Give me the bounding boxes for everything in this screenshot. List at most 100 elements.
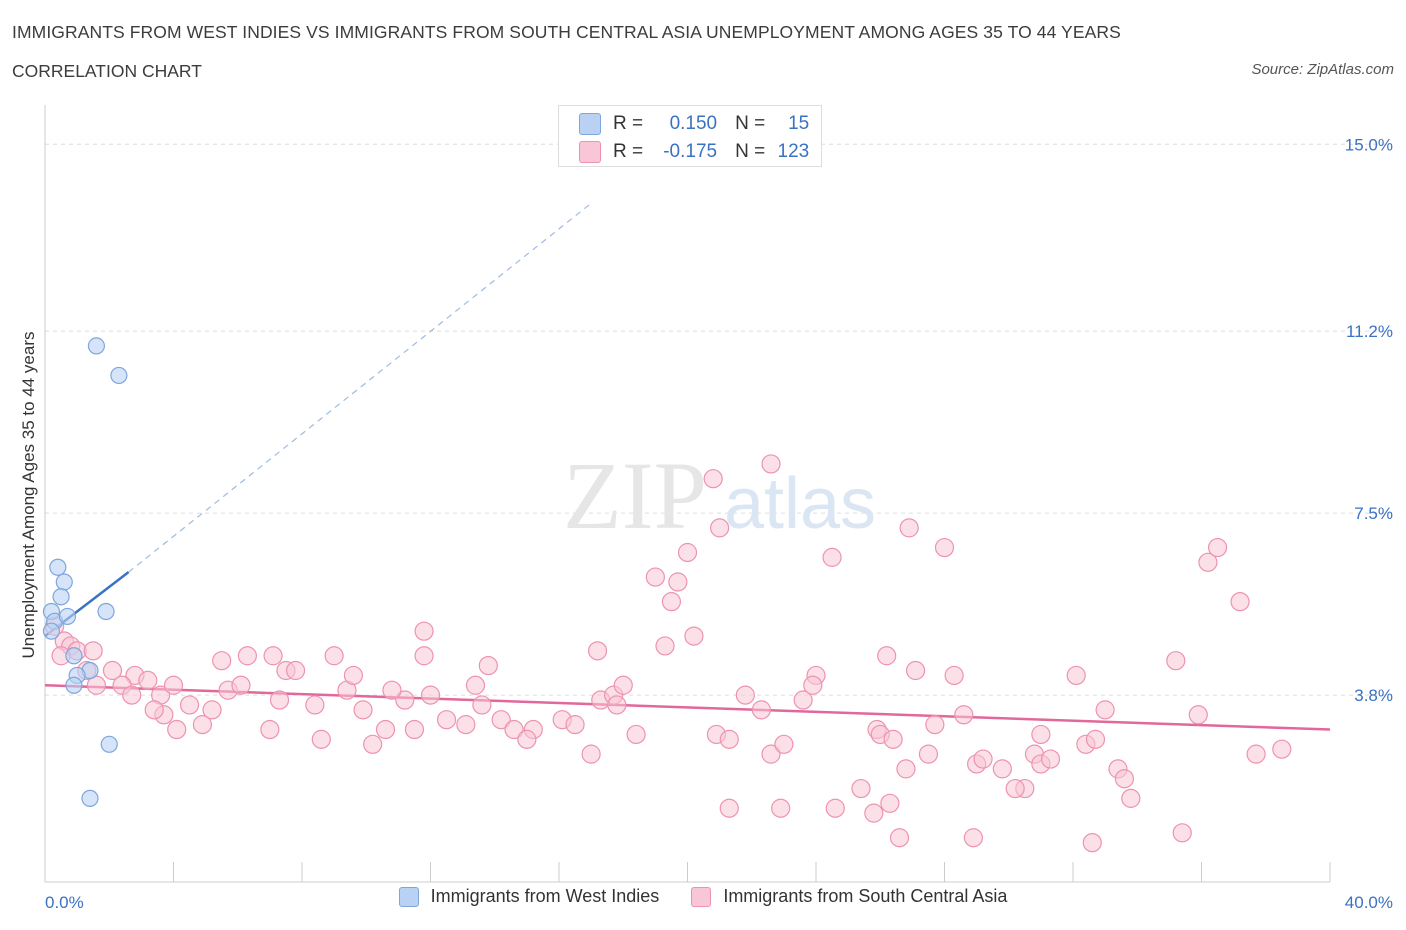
data-point-south-central-asia (963, 828, 984, 848)
data-point-south-central-asia (668, 572, 688, 592)
data-point-south-central-asia (655, 636, 675, 656)
data-point-south-central-asia (144, 700, 164, 720)
data-point-south-central-asia (905, 660, 926, 681)
data-point-south-central-asia (613, 675, 633, 695)
data-point-south-central-asia (1198, 552, 1218, 572)
trend-line-west-indies-extension (128, 202, 592, 573)
data-point-south-central-asia (1031, 724, 1051, 745)
data-point-south-central-asia (864, 803, 884, 823)
data-point-south-central-asia (260, 719, 280, 740)
data-point-south-central-asia (102, 660, 123, 681)
data-point-south-central-asia (263, 646, 283, 666)
data-point-south-central-asia (877, 646, 897, 666)
stats-r-label: R = (613, 113, 644, 134)
data-point-south-central-asia (202, 700, 222, 720)
data-point-south-central-asia (1246, 744, 1266, 764)
y-tick-label: 3.8% (1354, 686, 1393, 705)
y-tick-label: 7.5% (1354, 504, 1393, 523)
stats-n-value: 15 (788, 113, 810, 134)
data-point-west-indies (42, 622, 61, 640)
data-point-south-central-asia (793, 690, 813, 710)
data-point-south-central-asia (1166, 651, 1186, 671)
data-point-south-central-asia (1114, 769, 1135, 789)
y-axis-label: Unemployment Among Ages 35 to 44 years (19, 332, 38, 659)
data-point-south-central-asia (883, 729, 903, 749)
data-point-south-central-asia (918, 744, 939, 764)
data-point-south-central-asia (86, 675, 107, 695)
stats-row-west-indies: R = 0.150 N = 15 (579, 111, 809, 137)
data-point-south-central-asia (925, 715, 945, 735)
data-point-south-central-asia (677, 542, 698, 563)
legend-item-south-central-asia: Immigrants from South Central Asia (691, 886, 1007, 907)
data-point-south-central-asia (1272, 739, 1292, 759)
data-point-south-central-asia (825, 798, 845, 818)
data-point-south-central-asia (414, 646, 434, 666)
data-point-south-central-asia (735, 685, 755, 705)
data-point-south-central-asia (465, 675, 486, 695)
source-credit: Source: ZipAtlas.com (1251, 61, 1394, 78)
data-point-south-central-asia (1188, 705, 1208, 725)
stats-r-value: 0.150 (669, 113, 718, 134)
data-point-south-central-asia (973, 749, 993, 769)
data-point-south-central-asia (896, 759, 916, 779)
data-point-south-central-asia (472, 695, 492, 715)
data-point-south-central-asia (324, 646, 344, 666)
trend-line-south-central-asia (44, 684, 1331, 731)
data-point-west-indies (65, 676, 83, 694)
stats-swatch-pink (579, 141, 601, 163)
data-point-south-central-asia (420, 685, 441, 705)
data-point-west-indies (110, 366, 128, 385)
data-point-south-central-asia (626, 724, 646, 745)
data-point-south-central-asia (436, 710, 457, 730)
x-tick-label: 40.0% (1345, 893, 1393, 912)
data-point-south-central-asia (375, 719, 396, 740)
data-point-south-central-asia (565, 715, 585, 735)
data-point-south-central-asia (934, 537, 955, 558)
data-point-south-central-asia (1040, 749, 1061, 769)
data-point-south-central-asia (992, 759, 1012, 779)
data-point-south-central-asia (645, 567, 665, 587)
legend-item-west-indies: Immigrants from West Indies (398, 886, 660, 907)
grid-lines (45, 143, 1392, 696)
data-point-south-central-asia (581, 744, 601, 764)
data-point-south-central-asia (269, 690, 290, 710)
data-point-south-central-asia (231, 675, 251, 695)
data-point-west-indies (87, 337, 106, 355)
data-point-south-central-asia (122, 685, 142, 705)
data-point-south-central-asia (703, 469, 723, 489)
chart-title: IMMIGRANTS FROM WEST INDIES VS IMMIGRANT… (12, 22, 1121, 42)
data-point-south-central-asia (1172, 823, 1192, 843)
data-point-south-central-asia (710, 518, 730, 538)
y-tick-labels: 3.8% 7.5% 11.2% 15.0% (1345, 135, 1393, 705)
data-point-south-central-asia (880, 793, 900, 813)
data-point-south-central-asia (1082, 833, 1102, 853)
stats-r-label: R = (613, 141, 644, 162)
data-point-south-central-asia (179, 695, 200, 715)
data-point-south-central-asia (1066, 665, 1086, 686)
data-point-south-central-asia (395, 690, 415, 710)
data-point-south-central-asia (719, 729, 739, 749)
data-point-south-central-asia (456, 715, 476, 735)
data-point-south-central-asia (163, 675, 184, 695)
data-point-south-central-asia (305, 695, 325, 715)
data-point-south-central-asia (1121, 788, 1141, 808)
points-west-indies (42, 337, 128, 807)
data-point-south-central-asia (363, 734, 383, 754)
legend-label-west-indies: Immigrants from West Indies (430, 886, 660, 906)
stats-swatch-blue (579, 113, 601, 135)
data-point-south-central-asia (761, 744, 781, 764)
data-point-south-central-asia (343, 665, 363, 686)
data-point-south-central-asia (803, 675, 823, 695)
data-point-south-central-asia (774, 734, 794, 754)
legend-swatch-blue (398, 886, 419, 907)
data-point-west-indies (100, 735, 118, 753)
x-tick-label: 0.0% (45, 893, 84, 912)
data-point-south-central-asia (404, 719, 425, 740)
stats-legend: R = 0.150 N = 15 R = -0.175 N = 123 (558, 105, 822, 167)
data-point-south-central-asia (822, 547, 842, 567)
data-point-south-central-asia (1085, 729, 1106, 749)
data-point-south-central-asia (138, 670, 158, 690)
points-south-central-asia (45, 454, 1292, 853)
data-point-south-central-asia (212, 651, 232, 671)
